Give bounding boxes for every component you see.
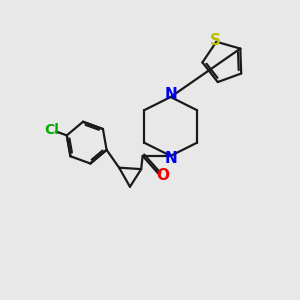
Text: Cl: Cl: [44, 123, 59, 137]
Text: N: N: [164, 151, 177, 166]
Text: O: O: [156, 168, 169, 183]
Text: S: S: [209, 33, 220, 48]
Text: N: N: [164, 87, 177, 102]
